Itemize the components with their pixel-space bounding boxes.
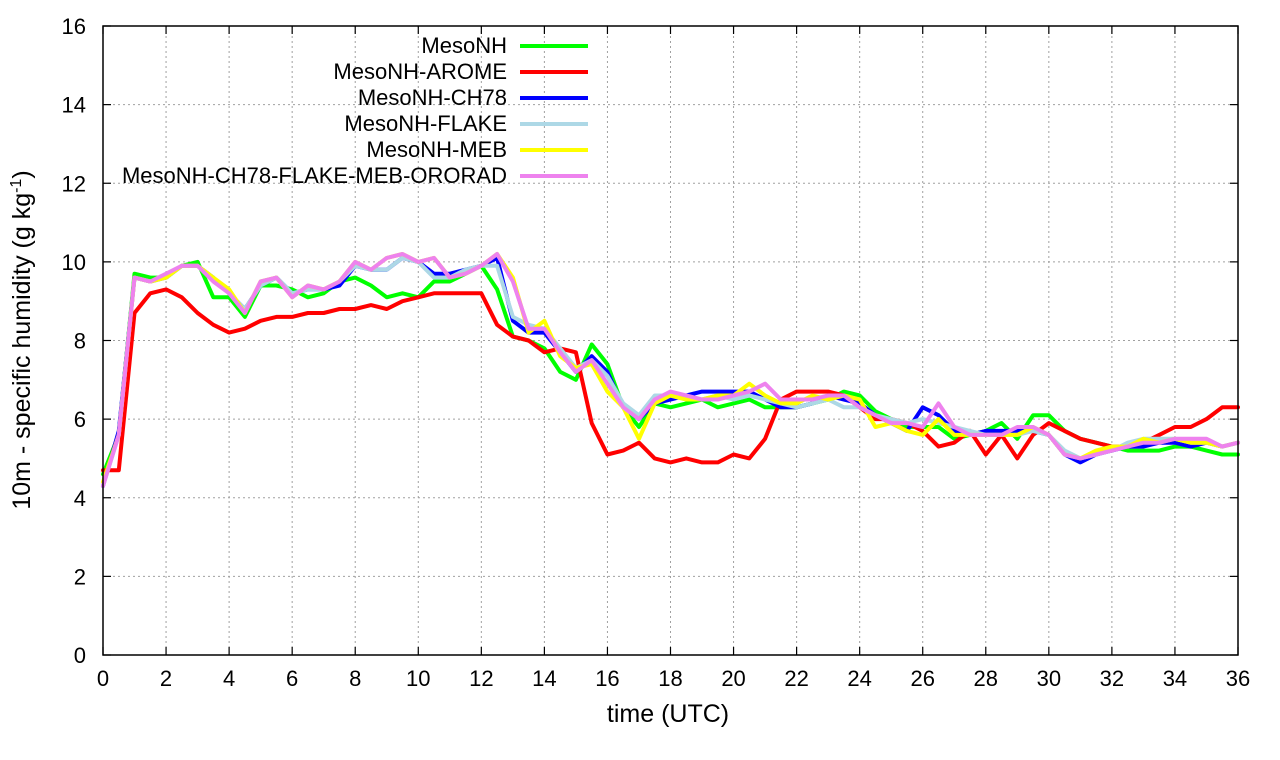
x-tick-label: 22 bbox=[784, 666, 808, 691]
x-tick-label: 36 bbox=[1226, 666, 1250, 691]
series-line-mesonh-ch78-flake-meb-ororad bbox=[101, 252, 1240, 488]
y-tick-label: 6 bbox=[74, 407, 86, 432]
y-tick-label: 14 bbox=[62, 93, 86, 118]
legend: MesoNHMesoNH-AROMEMesoNH-CH78MesoNH-FLAK… bbox=[122, 33, 588, 188]
y-tick-label: 10 bbox=[62, 250, 86, 275]
x-tick-labels: 0 2 4 6 8 10 12 14 16 18 20 22 24 26 28 30 32 34 36 bbox=[97, 666, 1250, 691]
grid bbox=[103, 26, 1238, 655]
y-tick-label: 8 bbox=[74, 329, 86, 354]
y-tick-label: 16 bbox=[62, 14, 86, 39]
y-axis-label: 10m - specific humidity (g kg-1) bbox=[8, 170, 36, 509]
y-tick-labels: 0 2 4 6 8 10 12 14 16 bbox=[62, 14, 86, 668]
ticks bbox=[102, 25, 1239, 656]
legend-label: MesoNH-AROME bbox=[333, 59, 507, 84]
x-tick-label: 30 bbox=[1037, 666, 1061, 691]
x-tick-label: 16 bbox=[595, 666, 619, 691]
x-tick-label: 32 bbox=[1100, 666, 1124, 691]
legend-label: MesoNH-CH78-FLAKE-MEB-ORORAD bbox=[122, 163, 507, 188]
x-tick-label: 2 bbox=[160, 666, 172, 691]
x-tick-label: 6 bbox=[286, 666, 298, 691]
x-axis-label: time (UTC) bbox=[607, 700, 729, 728]
x-tick-label: 18 bbox=[658, 666, 682, 691]
x-tick-label: 28 bbox=[974, 666, 998, 691]
x-tick-label: 14 bbox=[532, 666, 556, 691]
x-tick-label: 20 bbox=[721, 666, 745, 691]
y-tick-label: 0 bbox=[74, 643, 86, 668]
x-tick-label: 12 bbox=[469, 666, 493, 691]
x-tick-label: 34 bbox=[1163, 666, 1187, 691]
legend-label: MesoNH-FLAKE bbox=[344, 111, 507, 136]
legend-label: MesoNH bbox=[421, 33, 507, 58]
x-tick-label: 8 bbox=[349, 666, 361, 691]
x-tick-label: 24 bbox=[847, 666, 871, 691]
y-axis-label-main: 10m - specific humidity (g kg bbox=[8, 193, 36, 510]
x-tick-label: 26 bbox=[910, 666, 934, 691]
y-tick-label: 12 bbox=[62, 171, 86, 196]
legend-label: MesoNH-MEB bbox=[366, 137, 507, 162]
y-axis-label-superscript: -1 bbox=[8, 179, 25, 193]
y-tick-label: 4 bbox=[74, 486, 86, 511]
x-tick-label: 4 bbox=[223, 666, 235, 691]
y-tick-label: 2 bbox=[74, 564, 86, 589]
x-tick-label: 0 bbox=[97, 666, 109, 691]
series-line-mesonh bbox=[101, 259, 1240, 477]
series-line-mesonh-arome bbox=[101, 287, 1240, 473]
x-tick-label: 10 bbox=[406, 666, 430, 691]
legend-label: MesoNH-CH78 bbox=[358, 85, 507, 110]
series-layer bbox=[101, 252, 1240, 488]
y-axis-label-close: ) bbox=[8, 170, 36, 178]
